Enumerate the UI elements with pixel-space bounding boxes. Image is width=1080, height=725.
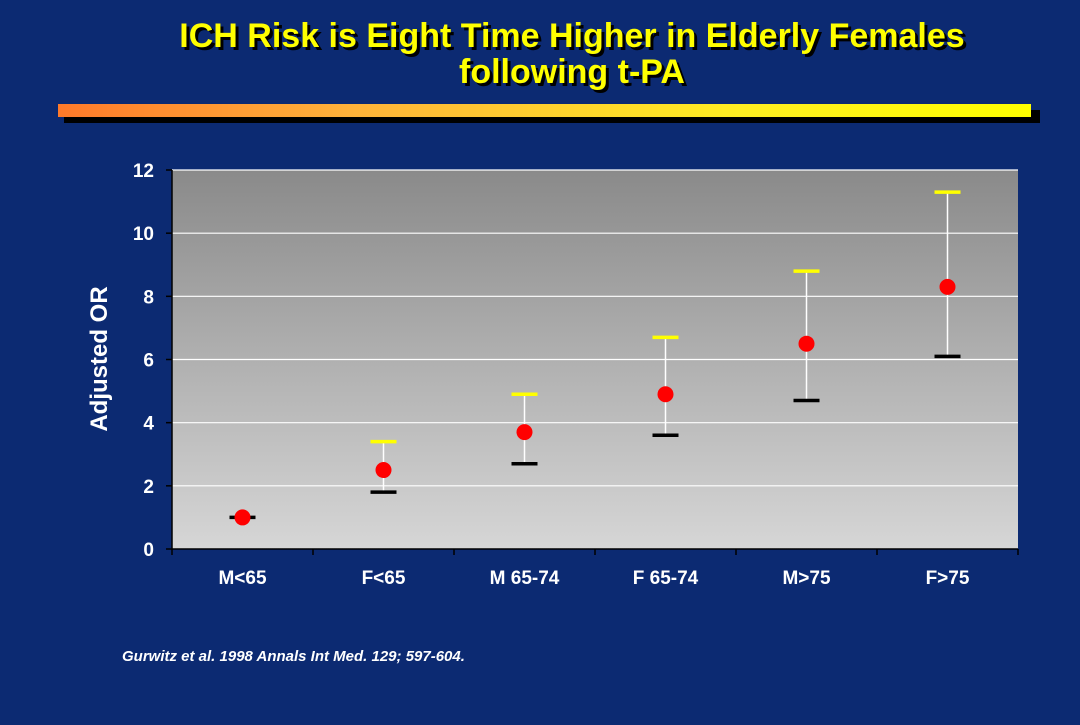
data-point (234, 509, 251, 526)
data-point (375, 462, 392, 479)
x-tick-label: F>75 (926, 568, 970, 589)
slide-title: ICH Risk is Eight Time Higher in Elderly… (60, 18, 1080, 90)
y-tick-label: 8 (143, 287, 154, 308)
y-tick-label: 10 (133, 224, 154, 245)
x-tick-label: F 65-74 (633, 568, 699, 589)
data-point (657, 386, 674, 403)
title-line-2: following t-PA (459, 53, 685, 91)
y-axis-label: Adjusted OR (86, 286, 113, 431)
x-tick-label: M>75 (782, 568, 830, 589)
title-line-1: ICH Risk is Eight Time Higher in Elderly… (179, 17, 965, 55)
x-tick-label: M 65-74 (490, 568, 560, 589)
title-underline-bar (58, 104, 1031, 117)
y-tick-label: 12 (133, 161, 154, 182)
y-tick-label: 6 (143, 351, 154, 372)
y-tick-label: 2 (143, 477, 154, 498)
data-point (798, 335, 815, 352)
citation: Gurwitz et al. 1998 Annals Int Med. 129;… (122, 648, 465, 665)
x-tick-label: M<65 (218, 568, 266, 589)
y-tick-label: 4 (143, 414, 154, 435)
data-point (939, 278, 956, 295)
x-tick-label: F<65 (362, 568, 406, 589)
y-tick-label: 0 (143, 540, 154, 561)
data-point (516, 424, 533, 441)
